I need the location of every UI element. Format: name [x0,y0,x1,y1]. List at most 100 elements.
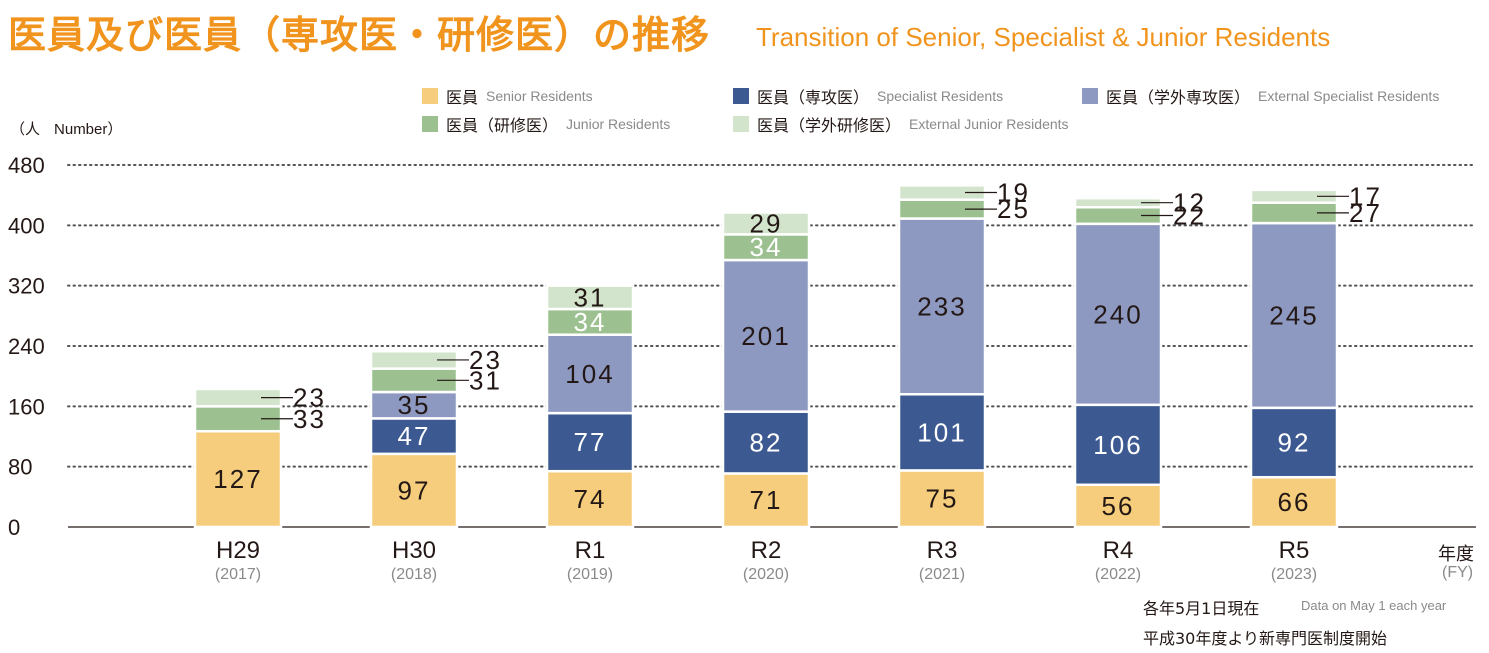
data-label: 92 [1278,428,1311,458]
legend-swatch-senior [422,88,438,104]
bar-segment [369,390,459,420]
bar-segment [1249,475,1339,529]
data-label: 35 [398,390,431,420]
data-label: 34 [750,232,783,262]
data-label: 27 [1349,198,1382,228]
x-axis-label-en: (FY) [1442,564,1474,581]
x-tick-year: (2021) [919,566,965,583]
x-tick-year: (2019) [567,566,613,583]
bar-segment [721,258,811,413]
data-label: 47 [398,421,431,451]
legend-item-senior: 医員 Senior Residents [422,84,593,108]
bar-segment [369,452,459,529]
legend-label-jp: 医員（学外専攻医） [1106,88,1251,107]
data-label: 104 [565,359,614,389]
legend-item-specialist: 医員（専攻医） Specialist Residents [733,84,1003,108]
chart-title-en: Transition of Senior, Specialist & Junio… [756,22,1331,52]
data-label: 97 [398,475,431,505]
y-tick-label: 160 [8,394,45,419]
bar-segment [1073,403,1163,487]
bar-segment [545,307,635,336]
legend-item-external-specialist: 医員（学外専攻医） External Specialist Residents [1082,84,1439,108]
data-label: 33 [293,404,326,434]
data-label: 34 [574,307,607,337]
data-label: 245 [1269,300,1318,330]
y-tick-label: 240 [8,334,45,359]
date-note-en: Data on May 1 each year [1301,598,1447,613]
y-axis-unit: （人 Number） [10,118,122,139]
data-label: 12 [1173,188,1206,218]
x-tick-label: R5 [1279,537,1310,564]
bar-segment [897,469,987,529]
data-label: 31 [469,365,502,395]
legend-swatch-specialist [733,88,749,104]
data-label: 75 [926,484,959,514]
x-tick-label: R1 [575,537,606,564]
data-label: 201 [741,321,790,351]
y-axis-unit-en: Number） [54,121,123,138]
legend-label-en: External Specialist Residents [1258,88,1440,104]
x-tick-label: R2 [751,537,782,564]
legend-item-junior: 医員（研修医） Junior Residents [422,112,670,136]
data-label: 101 [917,417,966,447]
bar-segment [897,217,987,396]
bar-segment [193,429,283,529]
x-tick-label: H29 [216,537,260,564]
data-label: 74 [574,484,607,514]
bar-segment [545,469,635,529]
chart-title-jp: 医員及び医員（専攻医・研修医）の推移 [8,13,711,57]
bar-segment [721,211,811,236]
data-label: 240 [1093,299,1142,329]
bar-segment [721,410,811,475]
data-label: 23 [469,345,502,375]
legend-label-jp: 医員 [446,88,479,107]
data-label: 77 [574,427,607,457]
y-axis-unit-jp: （人 [10,120,41,138]
data-label: 127 [213,464,262,494]
x-tick-year: (2018) [391,566,437,583]
legend-label-jp: 医員（学外研修医） [757,116,902,135]
y-tick-label: 80 [8,455,32,480]
x-tick-label: R4 [1103,537,1134,564]
legend-swatch-external-junior [733,116,749,132]
bar-segment [721,233,811,262]
x-axis-label-jp: 年度 [1438,544,1474,565]
bar-segment [545,333,635,415]
x-tick-year: (2020) [743,566,789,583]
bar-segment [1249,406,1339,479]
legend-label-en: Senior Residents [486,88,593,104]
data-label: 31 [574,282,607,312]
system-note-jp: 平成30年度より新専門医制度開始 [1143,629,1388,648]
legend-label-jp: 医員（研修医） [446,116,559,135]
y-tick-label: 480 [8,153,45,178]
data-label: 25 [997,194,1030,224]
data-label: 29 [750,208,783,238]
legend-swatch-junior [422,116,438,132]
legend-label-en: External Junior Residents [909,116,1069,132]
y-tick-label: 320 [8,274,45,299]
x-tick-label: R3 [927,537,958,564]
data-label: 17 [1349,181,1382,211]
legend-label-jp: 医員（専攻医） [757,88,870,107]
data-label: 71 [750,485,783,515]
data-label: 19 [997,178,1030,208]
legend-swatch-external-specialist [1082,88,1098,104]
date-note-jp: 各年5月1日現在 [1143,599,1260,618]
y-tick-label: 0 [8,515,20,540]
legend-label-en: Junior Residents [566,116,671,132]
data-label: 66 [1278,487,1311,517]
data-label: 106 [1093,430,1142,460]
legend-label-en: Specialist Residents [877,88,1004,104]
legend-item-external-junior: 医員（学外研修医） External Junior Residents [733,112,1069,136]
bar-segment [721,472,811,529]
data-label: 233 [917,291,966,321]
x-tick-year: (2017) [215,566,261,583]
x-tick-year: (2023) [1271,566,1317,583]
bar-segment [897,393,987,472]
x-tick-year: (2022) [1095,566,1141,583]
data-label: 82 [750,428,783,458]
data-label: 56 [1102,491,1135,521]
y-tick-label: 400 [8,213,45,238]
x-tick-label: H30 [392,537,436,564]
